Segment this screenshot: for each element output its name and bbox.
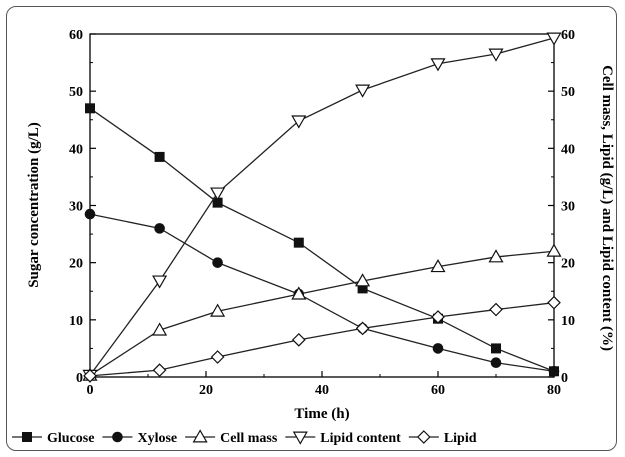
data-point-lipid-content	[355, 84, 371, 98]
y-right-tick-label: 60	[561, 28, 575, 43]
y-right-tick-label: 0	[561, 371, 568, 386]
data-point-cell-mass	[152, 322, 168, 336]
x-tick-label: 20	[199, 383, 213, 398]
data-point-lipid-content	[152, 275, 168, 289]
data-point-lipid	[291, 332, 306, 347]
data-point-lipid-content	[291, 115, 307, 129]
y-left-tick-label: 10	[69, 314, 83, 329]
legend-label: Glucose	[47, 431, 94, 446]
legend-marker	[22, 432, 32, 442]
data-point-lipid-content	[430, 58, 446, 72]
legend-label: Cell mass	[220, 431, 278, 446]
data-point-xylose	[432, 343, 444, 354]
data-series	[82, 32, 562, 383]
data-point-cell-mass	[430, 258, 446, 273]
legend-item-lipid: Lipid	[408, 430, 477, 446]
x-tick-label: 0	[87, 383, 94, 398]
data-point-cell-mass	[355, 273, 371, 287]
legend: Glucose Xylose Cell mass Lipid content Lipid	[12, 429, 477, 446]
legend-label: Xylose	[137, 431, 177, 446]
legend-label: Lipid content	[320, 431, 401, 446]
legend-marker	[292, 431, 308, 445]
data-point-glucose	[154, 151, 165, 162]
legend-item-glucose: Glucose	[12, 431, 94, 446]
y-left-tick-label: 40	[69, 142, 83, 157]
data-point-lipid-content	[210, 187, 226, 201]
y-right-tick-label: 50	[561, 85, 575, 100]
data-point-lipid	[83, 369, 97, 383]
data-point-lipid	[210, 350, 225, 364]
data-point-lipid-content	[546, 32, 562, 46]
chart-frame	[6, 6, 617, 451]
data-point-lipid	[431, 310, 445, 324]
data-point-glucose	[357, 283, 368, 294]
data-point-cell-mass	[488, 249, 504, 263]
data-point-xylose	[548, 365, 560, 377]
y-left-tick-label: 60	[69, 28, 83, 43]
data-point-glucose	[491, 343, 501, 354]
legend-item-xylose: Xylose	[102, 431, 177, 446]
legend-marker	[416, 430, 431, 444]
y-right-tick-label: 10	[561, 314, 575, 329]
data-point-glucose	[293, 237, 304, 248]
legend-item-cell-mass: Cell mass	[185, 429, 278, 446]
x-tick-label: 40	[315, 383, 329, 398]
y-right-tick-label: 20	[561, 257, 575, 272]
data-point-cell-mass	[210, 303, 226, 317]
series-line-cell-mass	[89, 250, 555, 376]
series-line-lipid	[89, 302, 555, 377]
y-axis-title-left: Sugar concentration (g/L)	[26, 122, 42, 288]
y-axis-title-right: Cell mass, Lipid (g/L) and Lipid content…	[599, 65, 615, 351]
data-point-xylose	[154, 223, 165, 234]
data-point-lipid	[547, 295, 561, 310]
data-point-lipid	[489, 302, 503, 317]
y-left-tick-label: 50	[69, 85, 83, 100]
series-line-lipid-content	[89, 37, 555, 376]
data-point-glucose	[212, 197, 223, 208]
data-point-xylose	[212, 257, 223, 268]
data-point-cell-mass	[291, 286, 307, 300]
x-axis-title: Time (h)	[294, 406, 349, 422]
y-left-tick-label: 0	[76, 371, 83, 386]
legend-item-lipid-content: Lipid content	[285, 431, 401, 446]
data-point-cell-mass	[546, 243, 562, 257]
data-point-glucose	[85, 103, 95, 114]
data-point-lipid	[355, 321, 370, 336]
y-left-tick-label: 30	[69, 200, 83, 215]
y-right-tick-label: 40	[561, 142, 575, 157]
data-point-lipid-content	[488, 48, 504, 62]
y-right-tick-label: 30	[561, 200, 575, 215]
legend-label: Lipid	[444, 431, 477, 446]
x-tick-label: 80	[547, 383, 561, 398]
legend-marker	[192, 429, 208, 443]
series-line-glucose	[89, 107, 555, 372]
series-line-xylose	[89, 213, 555, 372]
x-tick-label: 60	[431, 383, 445, 398]
legend-marker	[112, 431, 123, 443]
data-point-xylose	[490, 357, 502, 369]
y-left-tick-label: 20	[69, 257, 83, 272]
data-point-lipid	[152, 363, 167, 377]
data-point-xylose	[84, 208, 96, 220]
